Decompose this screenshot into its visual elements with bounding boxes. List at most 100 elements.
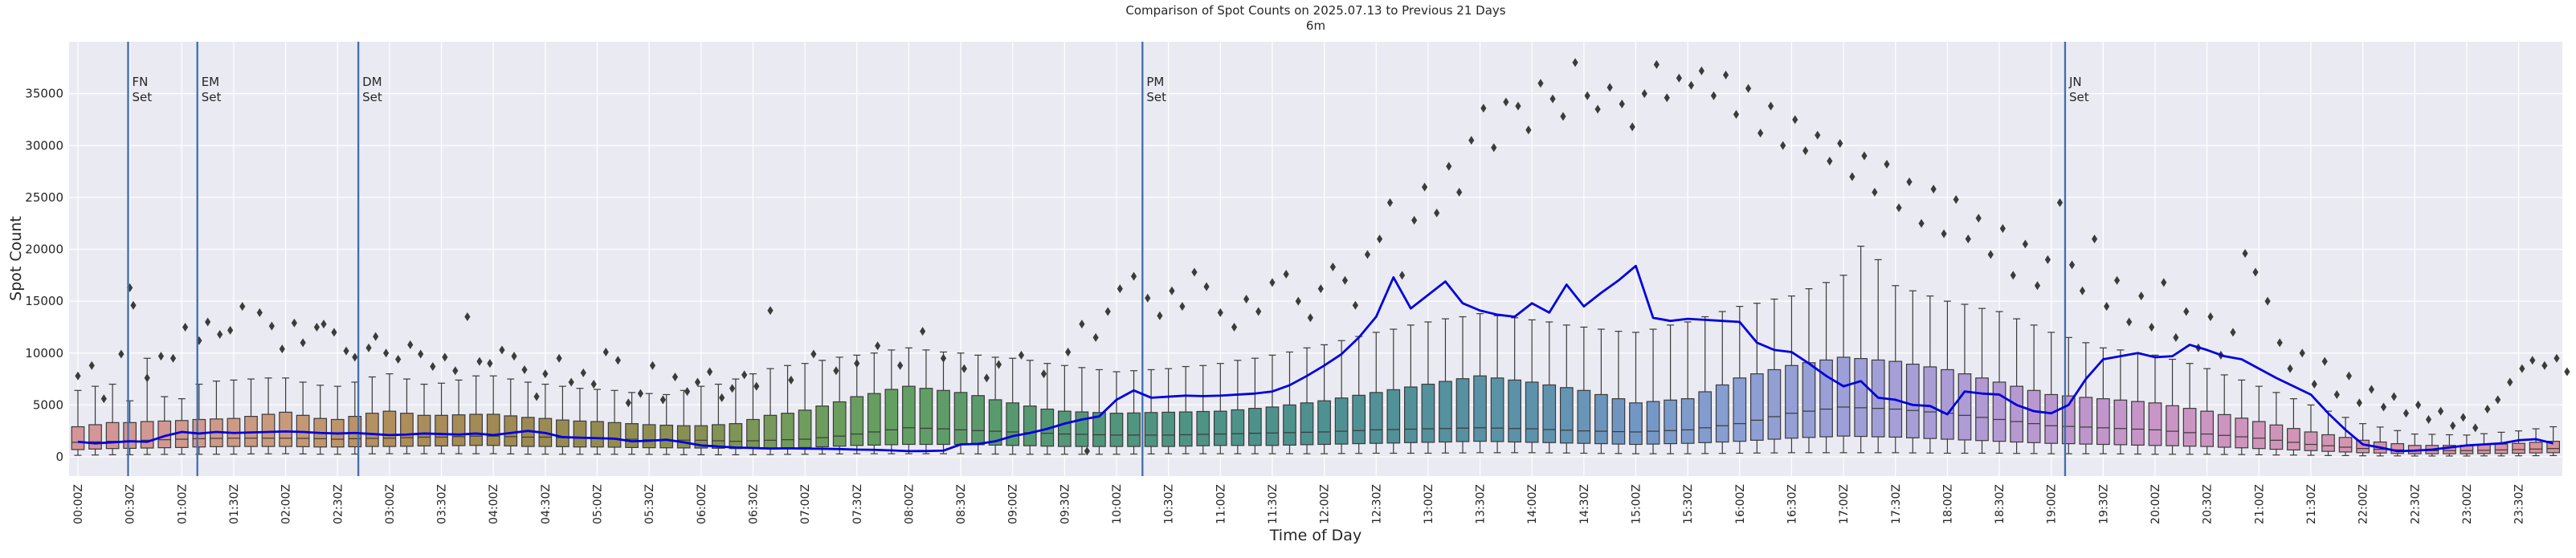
x-tick-label: 00:00Z: [72, 484, 85, 524]
x-tick-label: 03:30Z: [436, 484, 449, 524]
box: [919, 349, 933, 454]
x-tick-label: 18:30Z: [1994, 484, 2007, 524]
box: [1455, 316, 1470, 454]
box: [1057, 365, 1072, 455]
sunset-marker-label: PM: [1146, 75, 1164, 89]
x-tick-label: 14:30Z: [1578, 484, 1591, 524]
box: [988, 356, 1002, 455]
box: [884, 349, 899, 454]
x-tick-label: 11:30Z: [1267, 484, 1280, 524]
boxplot-bins: [71, 246, 2560, 457]
box: [694, 385, 708, 456]
box: [1248, 357, 1262, 454]
box: [1023, 360, 1037, 455]
box: [2096, 347, 2110, 454]
box: [1559, 324, 1574, 454]
box: [1231, 360, 1245, 454]
box: [261, 377, 276, 454]
box: [1352, 336, 1366, 454]
box: [2269, 392, 2284, 456]
y-tick-label: 25000: [25, 190, 63, 205]
box: [590, 389, 604, 455]
sunset-marker-label: Set: [202, 90, 222, 104]
x-tick-label: 21:30Z: [2305, 484, 2318, 524]
sunset-marker-label: Set: [132, 90, 152, 104]
box: [832, 356, 847, 454]
sunset-marker-label: Set: [1146, 90, 1166, 104]
x-axis-label: Time of Day: [1269, 527, 1362, 544]
box: [711, 383, 725, 456]
x-tick-label: 04:30Z: [540, 484, 553, 524]
box: [1698, 316, 1713, 454]
x-tick-label: 08:00Z: [903, 484, 916, 524]
y-tick-label: 35000: [25, 87, 63, 101]
chart-subtitle: 6m: [1305, 18, 1326, 33]
x-tick-label: 12:30Z: [1370, 484, 1383, 524]
box: [417, 383, 431, 454]
box: [2010, 318, 2023, 454]
box: [1439, 318, 1452, 454]
x-tick-label: 20:30Z: [2202, 484, 2215, 524]
chart-title: Comparison of Spot Counts on 2025.07.13 …: [1125, 3, 1506, 18]
box: [2251, 385, 2266, 456]
box: [1213, 363, 1227, 454]
box: [1836, 275, 1851, 454]
box: [2166, 358, 2179, 455]
x-tick-label: 10:30Z: [1163, 484, 1176, 524]
box: [2494, 431, 2509, 457]
box: [2304, 404, 2318, 456]
x-tick-label: 09:30Z: [1059, 484, 1072, 524]
box: [1403, 324, 1418, 454]
box: [2321, 410, 2335, 456]
sunset-marker-label: EM: [202, 75, 219, 89]
box: [2027, 324, 2041, 454]
box: [2182, 363, 2197, 455]
box: [1854, 246, 1868, 454]
box: [556, 385, 569, 455]
box: [1594, 328, 1608, 454]
box: [902, 347, 916, 454]
box: [1958, 303, 1972, 454]
box: [815, 360, 830, 455]
box: [1283, 351, 1296, 454]
x-tick-label: 17:30Z: [1890, 484, 1903, 524]
box: [1508, 317, 1522, 454]
outlier-points: [75, 58, 2570, 456]
box: [365, 376, 379, 454]
y-tick-label: 0: [55, 450, 63, 464]
box: [1386, 328, 1401, 454]
box: [1092, 369, 1106, 455]
box: [1923, 295, 1937, 454]
x-tick-label: 04:00Z: [488, 484, 500, 524]
box: [1750, 303, 1764, 454]
x-tick-label: 10:00Z: [1111, 484, 1124, 524]
x-tick-labels: 00:00Z 00:30Z 01:00Z 01:30Z 02:00Z 02:30Z 03:0…: [72, 484, 2526, 524]
box: [1300, 347, 1314, 454]
x-tick-label: 17:00Z: [1838, 484, 1851, 524]
x-tick-label: 06:00Z: [696, 484, 708, 524]
x-tick-label: 01:00Z: [176, 484, 189, 524]
box: [1733, 305, 1747, 454]
x-tick-label: 22:30Z: [2409, 484, 2422, 524]
box: [867, 352, 881, 454]
box: [1577, 326, 1591, 454]
sunset-marker-label: Set: [362, 90, 382, 104]
box: [1767, 298, 1782, 454]
box: [1490, 315, 1504, 454]
box: [2131, 352, 2145, 455]
box: [2113, 349, 2128, 454]
x-tick-label: 03:00Z: [384, 484, 397, 524]
x-tick-label: 01:30Z: [228, 484, 241, 524]
box: [451, 379, 466, 454]
box: [1819, 282, 1833, 454]
box: [1421, 321, 1435, 454]
box: [798, 363, 812, 455]
box: [382, 373, 397, 454]
box: [1144, 369, 1158, 454]
x-tick-label: 23:00Z: [2461, 484, 2474, 524]
